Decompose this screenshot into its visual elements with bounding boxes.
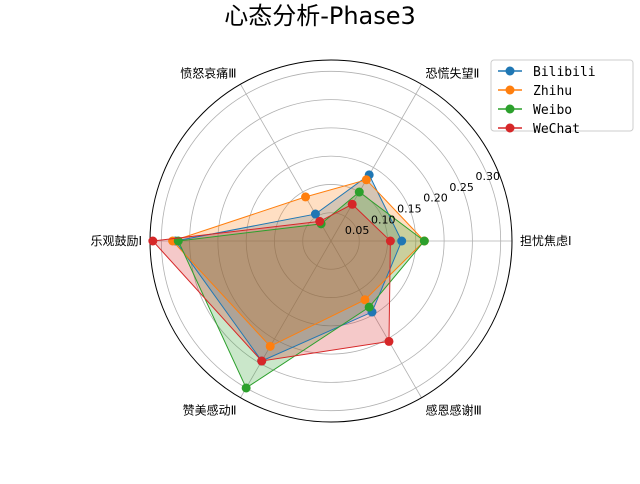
category-label: 乐观鼓励Ⅰ <box>90 234 142 248</box>
grid-spoke <box>330 240 422 398</box>
legend-marker <box>505 104 515 114</box>
data-point-bilibili <box>397 236 407 246</box>
category-label: 恐慌失望Ⅱ <box>426 65 480 80</box>
chart-title: 心态分析-Phase3 <box>224 2 416 30</box>
legend-marker <box>505 66 515 76</box>
data-point-wechat <box>257 356 267 366</box>
legend-marker <box>505 123 515 133</box>
data-point-zhihu <box>361 175 371 185</box>
radial-tick-label: 0.15 <box>397 203 422 216</box>
data-point-zhihu <box>301 192 311 202</box>
radial-tick-label: 0.05 <box>345 224 370 237</box>
data-point-weibo <box>354 187 364 197</box>
radial-tick-label: 0.30 <box>476 170 501 183</box>
legend-label: Bilibili <box>533 65 596 80</box>
legend-frame <box>490 59 634 132</box>
radial-tick-label: 0.20 <box>423 192 448 205</box>
radial-tick-label: 0.10 <box>371 213 396 226</box>
series-fill-bilibili <box>175 174 402 362</box>
legend: Bilibili Zhihu Weibo WeChat <box>490 59 634 137</box>
legend-label: Weibo <box>533 103 572 118</box>
legend-label: WeChat <box>533 122 580 137</box>
data-point-bilibili <box>310 209 320 219</box>
data-point-zhihu <box>360 295 370 305</box>
grid-spoke <box>240 240 332 398</box>
series-lines <box>148 170 429 393</box>
category-label: 感恩感谢Ⅲ <box>426 403 482 418</box>
legend-label: Zhihu <box>533 84 572 99</box>
category-label: 赞美感动Ⅱ <box>183 403 237 418</box>
data-point-weibo <box>241 383 251 393</box>
legend-marker <box>505 85 515 95</box>
grid-spoke <box>330 84 422 242</box>
category-label: 愤怒哀痛Ⅲ <box>180 65 236 80</box>
series-fill-weibo <box>178 192 425 388</box>
data-point-wechat <box>315 216 325 226</box>
data-point-wechat <box>385 236 395 246</box>
radial-tick-label: 0.25 <box>449 181 474 194</box>
data-point-weibo <box>419 236 429 246</box>
data-point-wechat <box>384 336 394 346</box>
data-point-wechat <box>347 199 357 209</box>
data-point-weibo <box>364 302 374 312</box>
data-point-zhihu <box>265 341 275 351</box>
series-fills <box>152 174 425 388</box>
data-point-wechat <box>148 236 158 246</box>
series-fill-zhihu <box>172 179 425 347</box>
category-label: 担忧焦虑Ⅰ <box>520 234 572 248</box>
series-fill-wechat <box>152 204 391 362</box>
